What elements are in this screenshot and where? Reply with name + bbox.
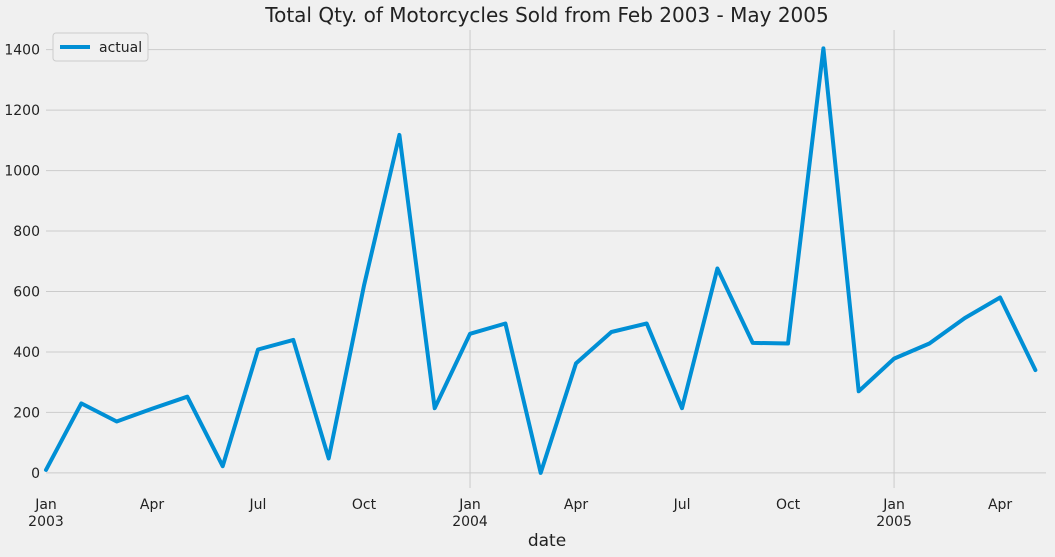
y-tick-label: 800 [13,224,40,240]
y-tick-label: 1400 [4,43,40,59]
y-tick-label: 400 [13,345,40,361]
y-tick-label: 600 [13,284,40,300]
legend-box [52,32,149,62]
x-tick-label: Apr [988,497,1012,513]
grid [46,30,1046,488]
x-tick-year-label: 2003 [28,514,64,530]
series-line-actual [44,46,1038,475]
x-axis-label: date [528,531,566,551]
x-tick-label: Oct [352,497,377,513]
x-tick-label: Jul [673,497,691,513]
y-tick-label: 0 [31,466,40,482]
series-layer [44,46,1038,475]
y-tick-label: 1200 [4,103,40,119]
x-tick-label: Jan [34,497,57,513]
x-tick-year-label: 2005 [876,514,912,530]
x-tick-label: Jul [249,497,267,513]
x-tick-label: Oct [776,497,801,513]
y-tick-label: 1000 [4,164,40,180]
legend: actual [52,32,149,62]
chart-title: Total Qty. of Motorcycles Sold from Feb … [264,3,828,27]
x-tick-label: Jan [458,497,481,513]
x-tick-label: Jan [882,497,905,513]
y-tick-label: 200 [13,405,40,421]
x-tick-label: Apr [140,497,164,513]
x-tick-year-label: 2004 [452,514,488,530]
legend-label-actual: actual [99,40,142,56]
x-tick-label: Apr [564,497,588,513]
